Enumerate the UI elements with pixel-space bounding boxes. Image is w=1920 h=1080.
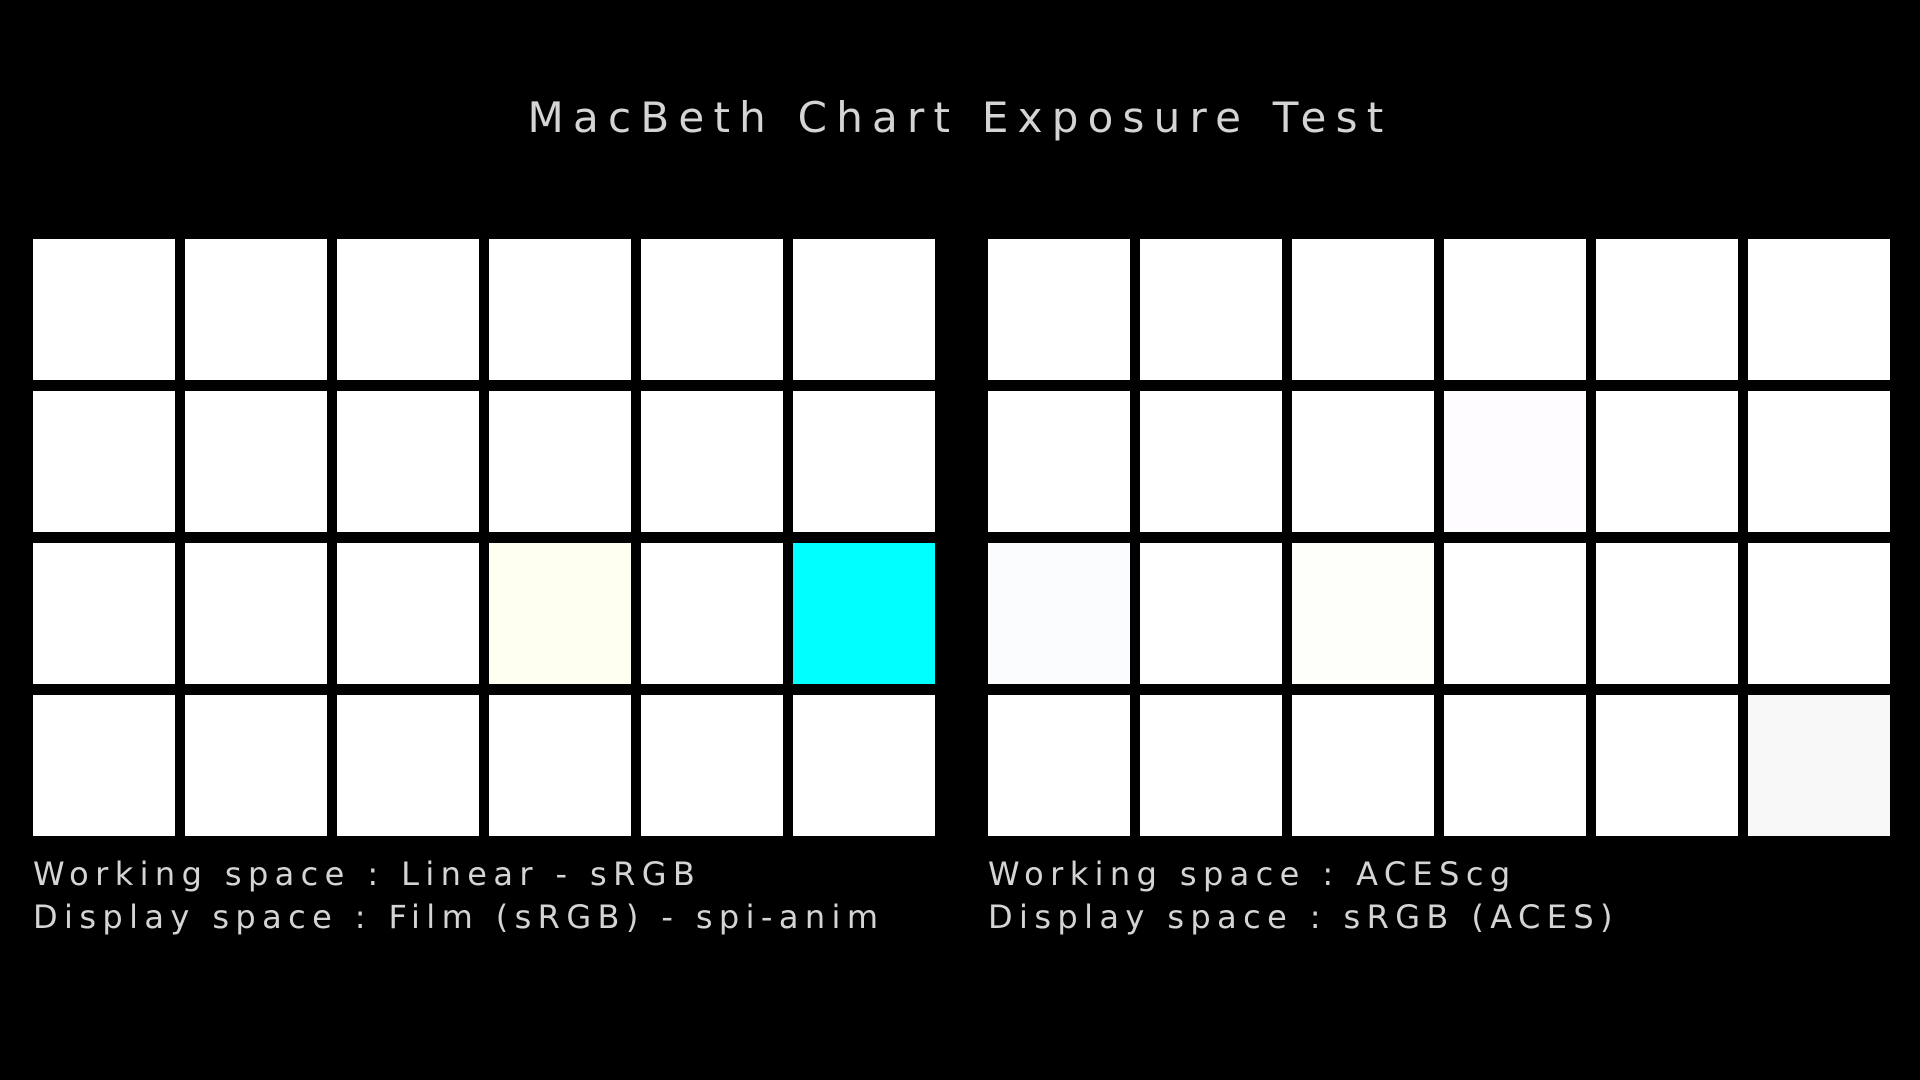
right-working-space-label: Working space : ACEScg [988,855,1517,893]
color-patch-r1-c1 [33,239,175,380]
left-working-space-label: Working space : Linear - sRGB [33,855,702,893]
color-patch-r2-c5 [1596,391,1738,532]
color-patch-r4-c6 [793,695,935,836]
color-patch-r1-c4 [1444,239,1586,380]
color-patch-r4-c6 [1748,695,1890,836]
color-patch-r3-c5 [1596,543,1738,684]
color-patch-r4-c5 [1596,695,1738,836]
color-patch-r4-c4 [489,695,631,836]
right-display-space-label: Display space : sRGB (ACES) [988,898,1619,936]
color-patch-r4-c1 [988,695,1130,836]
page-title: MacBeth Chart Exposure Test [527,93,1393,142]
color-patch-r3-c5 [641,543,783,684]
color-patch-r1-c4 [489,239,631,380]
color-patch-r2-c6 [793,391,935,532]
color-patch-r1-c3 [1292,239,1434,380]
color-patch-r4-c5 [641,695,783,836]
color-patch-r1-c3 [337,239,479,380]
color-patch-r2-c1 [33,391,175,532]
color-patch-r2-c6 [1748,391,1890,532]
color-patch-r3-c1 [988,543,1130,684]
color-patch-r1-c2 [1140,239,1282,380]
color-patch-r2-c4 [1444,391,1586,532]
color-patch-r3-c2 [185,543,327,684]
color-patch-r2-c3 [1292,391,1434,532]
color-patch-r4-c2 [185,695,327,836]
color-patch-r3-c3 [1292,543,1434,684]
color-patch-r2-c4 [489,391,631,532]
color-patch-r2-c5 [641,391,783,532]
color-patch-r4-c3 [1292,695,1434,836]
color-patch-r3-c2 [1140,543,1282,684]
color-patch-r3-c4 [1444,543,1586,684]
color-patch-r1-c5 [641,239,783,380]
color-patch-r2-c2 [185,391,327,532]
color-patch-r2-c3 [337,391,479,532]
color-patch-r3-c6 [1748,543,1890,684]
color-patch-r3-c1 [33,543,175,684]
color-patch-r1-c2 [185,239,327,380]
color-patch-r4-c3 [337,695,479,836]
color-patch-r1-c6 [793,239,935,380]
color-patch-r2-c1 [988,391,1130,532]
color-patch-r1-c5 [1596,239,1738,380]
color-patch-r4-c2 [1140,695,1282,836]
color-patch-r3-c4 [489,543,631,684]
color-patch-r4-c1 [33,695,175,836]
color-patch-r2-c2 [1140,391,1282,532]
color-patch-r3-c3 [337,543,479,684]
left-display-space-label: Display space : Film (sRGB) - spi-anim [33,898,885,936]
color-patch-r1-c6 [1748,239,1890,380]
color-patch-r1-c1 [988,239,1130,380]
color-patch-r3-c6 [793,543,935,684]
color-patch-r4-c4 [1444,695,1586,836]
